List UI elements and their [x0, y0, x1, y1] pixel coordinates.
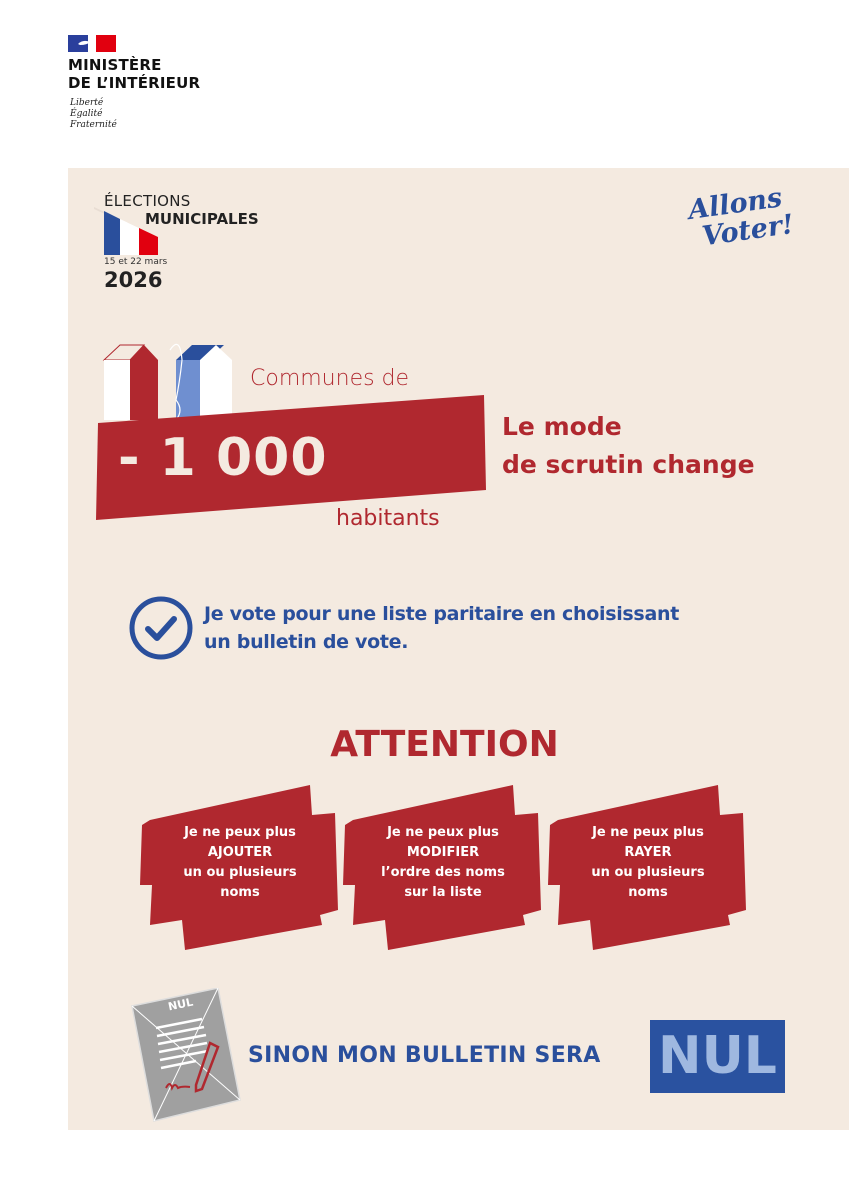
ribbon-text: Je ne peux plus AJOUTER un ou plusieurs …: [140, 823, 340, 903]
rule-ribbon-modify: Je ne peux plus MODIFIER l’ordre des nom…: [343, 785, 543, 959]
red-banner: [96, 395, 486, 520]
ribbon-shape: [548, 785, 746, 950]
houses-illustration: [102, 343, 232, 420]
check-circle-icon: [129, 596, 193, 660]
heading-line-2: de scrutin change: [502, 450, 755, 479]
habitants-label: habitants: [336, 506, 440, 531]
ribbon-line: sur la liste: [404, 885, 482, 900]
ribbon-line: Je ne peux plus: [592, 825, 704, 840]
motto: Liberté Égalité Fraternité: [70, 98, 117, 131]
vote-line-1: Je vote pour une liste paritaire en choi…: [204, 603, 679, 625]
motto-egalite: Égalité: [70, 109, 103, 119]
nul-badge: NUL: [650, 1020, 785, 1093]
ministry-name: MINISTÈRE DE L’INTÉRIEUR: [68, 56, 200, 92]
ribbon-keyword: RAYER: [624, 845, 672, 860]
heading-line-1: Le mode: [502, 412, 622, 441]
election-dates: 15 et 22 mars: [104, 257, 168, 267]
void-ballot-icon: NUL: [130, 987, 242, 1123]
ballot-illustration: [131, 987, 241, 1122]
vote-instruction: Je vote pour une liste paritaire en choi…: [204, 600, 679, 656]
ribbon-line: Je ne peux plus: [184, 825, 296, 840]
ribbon-text: Je ne peux plus MODIFIER l’ordre des nom…: [343, 823, 543, 903]
ribbon-shape: [343, 785, 541, 950]
ribbon-line: un ou plusieurs: [183, 865, 297, 880]
rule-ribbon-strike: Je ne peux plus RAYER un ou plusieurs no…: [548, 785, 748, 959]
attention-title: ATTENTION: [330, 724, 559, 765]
warning-text: SINON MON BULLETIN SERA: [248, 1043, 601, 1068]
election-year: 2026: [104, 268, 163, 292]
vote-line-2: un bulletin de vote.: [204, 631, 409, 653]
ribbon-keyword: AJOUTER: [207, 845, 273, 860]
ribbon-line: noms: [220, 885, 260, 900]
french-flag-icon: [94, 207, 158, 255]
population-threshold: - 1 000: [118, 428, 328, 488]
rule-ribbon-add: Je ne peux plus AJOUTER un ou plusieurs …: [140, 785, 340, 959]
ribbon-line: un ou plusieurs: [591, 865, 705, 880]
marianne-logo: [68, 35, 116, 52]
communes-label: Communes de: [250, 366, 410, 391]
ministry-line-2: DE L’INTÉRIEUR: [68, 74, 201, 92]
poster-background: [68, 168, 849, 1130]
ribbon-line: Je ne peux plus: [387, 825, 499, 840]
motto-fraternite: Fraternité: [70, 120, 117, 130]
municipales-label: MUNICIPALES: [145, 210, 259, 228]
ministry-line-1: MINISTÈRE: [68, 56, 162, 74]
ribbon-shape: [140, 785, 338, 950]
ribbon-line: noms: [628, 885, 668, 900]
ribbon-line: l’ordre des noms: [381, 865, 505, 880]
scrutin-change-heading: Le mode de scrutin change: [502, 408, 755, 484]
motto-liberte: Liberté: [70, 98, 104, 108]
ribbon-keyword: MODIFIER: [406, 845, 480, 860]
elections-label: ÉLECTIONS: [104, 192, 191, 210]
ribbon-text: Je ne peux plus RAYER un ou plusieurs no…: [548, 823, 748, 903]
